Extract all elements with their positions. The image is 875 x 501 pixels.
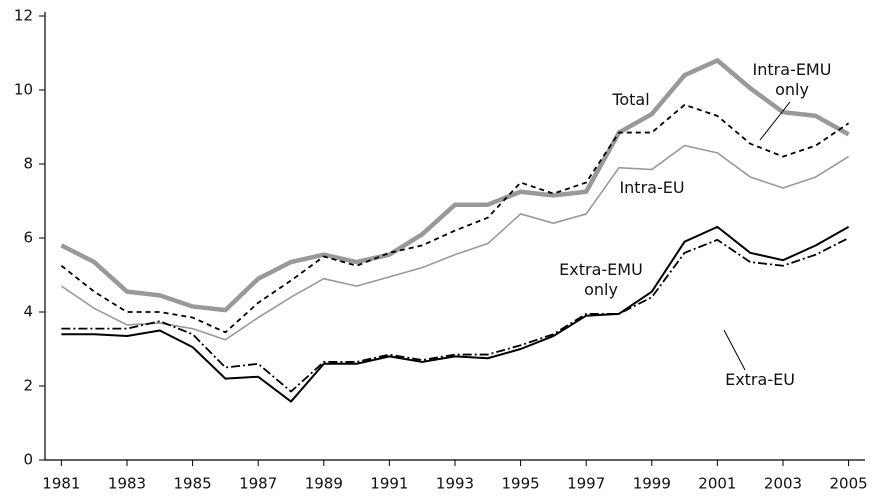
x-tick-label: 1981 xyxy=(42,475,80,493)
series-line xyxy=(60,144,850,341)
y-tick-label: 4 xyxy=(23,303,33,321)
y-tick-label: 8 xyxy=(23,155,33,173)
x-tick-label: 1983 xyxy=(108,475,146,493)
series-label: Total xyxy=(612,90,650,109)
series-label: Extra-EMU only xyxy=(559,260,643,299)
y-tick-label: 6 xyxy=(23,229,33,247)
series-line xyxy=(61,225,850,403)
series-label: Extra-EU xyxy=(725,370,795,389)
leader-line xyxy=(759,101,791,141)
x-tick-label: 1987 xyxy=(239,475,277,493)
y-tick-label: 2 xyxy=(23,377,33,395)
x-tick-label: 2003 xyxy=(764,475,802,493)
y-tick-label: 0 xyxy=(23,451,33,469)
x-tick-label: 1985 xyxy=(174,475,212,493)
leader-line xyxy=(723,329,746,371)
series-label: Intra-EMU only xyxy=(752,60,832,99)
series-label: Intra-EU xyxy=(619,178,685,197)
x-tick-label: 1993 xyxy=(436,475,474,493)
x-tick-label: 1995 xyxy=(502,475,540,493)
series-line xyxy=(60,103,850,334)
x-tick-label: 1989 xyxy=(305,475,343,493)
series-line xyxy=(60,58,850,313)
y-tick-label: 10 xyxy=(14,81,33,99)
x-tick-label: 1997 xyxy=(567,475,605,493)
x-tick-label: 1991 xyxy=(370,475,408,493)
x-tick-label: 2001 xyxy=(698,475,736,493)
y-tick-label: 12 xyxy=(14,7,33,25)
series-line xyxy=(61,237,850,393)
x-tick-label: 1999 xyxy=(633,475,671,493)
x-tick-label: 2005 xyxy=(830,475,868,493)
